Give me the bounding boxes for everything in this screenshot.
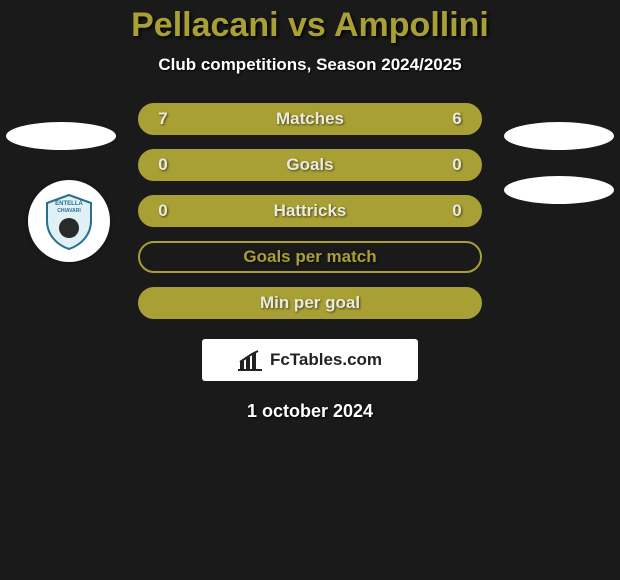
row-goals-left: 0 <box>154 155 172 175</box>
attribution-text: FcTables.com <box>270 350 382 370</box>
page-title: Pellacani vs Ampollini <box>0 0 620 45</box>
row-goals-right: 0 <box>448 155 466 175</box>
club-crest-icon: ENTELLA CHIAVARI <box>39 191 99 251</box>
club-badge-entella: ENTELLA CHIAVARI <box>28 180 110 262</box>
row-matches-left: 7 <box>154 109 172 129</box>
attribution-box: FcTables.com <box>202 339 418 381</box>
row-gpm: Goals per match <box>138 241 482 273</box>
footer-date: 1 october 2024 <box>0 401 620 422</box>
row-hattricks-label: Hattricks <box>172 201 448 221</box>
svg-text:ENTELLA: ENTELLA <box>55 201 83 207</box>
row-goals-label: Goals <box>172 155 448 175</box>
row-mpg-label: Min per goal <box>172 293 448 313</box>
row-hattricks-right: 0 <box>448 201 466 221</box>
row-matches-right: 6 <box>448 109 466 129</box>
row-hattricks: 0 Hattricks 0 <box>138 195 482 227</box>
subtitle: Club competitions, Season 2024/2025 <box>0 55 620 75</box>
row-matches: 7 Matches 6 <box>138 103 482 135</box>
right-placeholder-ellipse-2 <box>504 176 614 204</box>
row-mpg: Min per goal <box>138 287 482 319</box>
title-left: Pellacani <box>131 6 278 44</box>
title-right: Ampollini <box>334 6 489 44</box>
left-placeholder-ellipse <box>6 122 116 150</box>
title-vs: vs <box>288 6 326 44</box>
row-goals: 0 Goals 0 <box>138 149 482 181</box>
row-hattricks-left: 0 <box>154 201 172 221</box>
row-matches-label: Matches <box>172 109 448 129</box>
bar-chart-icon <box>238 349 264 371</box>
svg-text:CHIAVARI: CHIAVARI <box>57 208 81 214</box>
right-placeholder-ellipse-1 <box>504 122 614 150</box>
row-gpm-label: Goals per match <box>172 247 448 267</box>
